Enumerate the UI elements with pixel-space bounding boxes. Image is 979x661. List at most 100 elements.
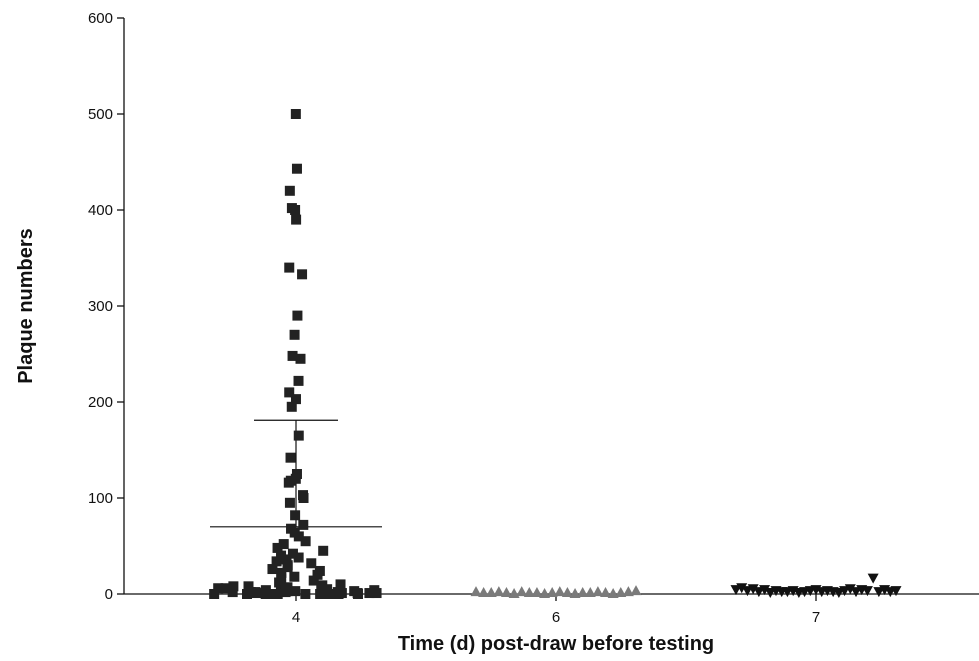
y-tick-label: 200	[88, 394, 113, 411]
data-point	[292, 310, 303, 321]
y-tick-label: 300	[88, 298, 113, 315]
data-point	[271, 556, 282, 567]
data-point	[300, 589, 311, 599]
data-point	[283, 477, 294, 488]
data-point	[298, 493, 309, 503]
x-tick-label: 6	[552, 609, 560, 626]
data-point	[577, 587, 589, 598]
data-point	[759, 585, 771, 596]
data-point	[285, 452, 296, 463]
data-point	[335, 579, 346, 590]
data-point	[280, 587, 291, 598]
x-tick-label: 7	[812, 609, 820, 626]
y-tick-label: 0	[105, 586, 113, 603]
data-point	[493, 586, 505, 597]
data-point	[289, 329, 300, 340]
data-point	[284, 185, 295, 196]
data-point	[272, 542, 283, 553]
data-point	[290, 109, 301, 119]
data-point	[287, 350, 298, 361]
data-point	[272, 589, 283, 599]
data-point	[284, 497, 295, 508]
data-point	[209, 589, 220, 599]
data-point	[293, 430, 304, 441]
data-point	[281, 554, 292, 565]
data-point	[554, 586, 566, 597]
data-point	[284, 262, 295, 273]
data-point	[861, 586, 873, 597]
y-tick-label: 600	[88, 10, 113, 27]
data-point	[266, 589, 277, 599]
data-point	[306, 558, 317, 569]
data-point	[322, 589, 333, 599]
data-point	[286, 401, 297, 412]
data-points	[209, 109, 902, 599]
data-point	[352, 589, 363, 599]
data-point	[531, 587, 543, 598]
data-point	[523, 587, 535, 598]
y-tick-label: 500	[88, 106, 113, 123]
data-point	[569, 588, 581, 598]
data-point	[890, 586, 902, 597]
data-point	[539, 588, 551, 598]
data-point	[592, 586, 604, 597]
data-point	[630, 585, 642, 596]
data-point	[276, 550, 287, 561]
x-ticks: 4 6 7	[292, 594, 820, 626]
data-point	[364, 588, 375, 599]
data-point	[290, 205, 301, 215]
data-point	[293, 375, 304, 386]
data-point	[312, 569, 323, 580]
data-point	[290, 510, 301, 521]
data-point	[220, 583, 231, 594]
data-point	[622, 586, 634, 597]
data-point	[297, 269, 308, 280]
y-tick-label: 100	[88, 490, 113, 507]
data-point	[500, 587, 512, 598]
data-point	[295, 353, 306, 364]
data-point	[287, 548, 298, 559]
data-point	[227, 587, 238, 598]
data-point	[213, 583, 224, 594]
data-point	[561, 587, 573, 598]
data-point	[289, 571, 300, 582]
data-point	[736, 583, 748, 594]
data-point	[298, 519, 309, 530]
y-axis-title: Plaque numbers	[15, 228, 37, 384]
data-point	[300, 536, 311, 547]
data-point	[607, 588, 619, 598]
x-axis-title: Time (d) post-draw before testing	[398, 633, 714, 655]
data-point	[584, 587, 596, 598]
y-ticks: 0 100 200 300 400 500 600	[88, 10, 124, 603]
data-point	[308, 575, 319, 586]
data-point	[228, 581, 239, 592]
data-point	[478, 587, 490, 598]
data-point	[278, 539, 289, 550]
data-point	[242, 589, 253, 599]
data-point	[318, 545, 329, 556]
data-point	[293, 552, 304, 563]
data-point	[331, 589, 342, 599]
data-point	[260, 589, 271, 599]
data-point	[747, 584, 759, 595]
data-point	[291, 163, 302, 174]
data-point	[243, 581, 254, 592]
data-point	[293, 531, 304, 542]
y-tick-label: 400	[88, 202, 113, 219]
data-point	[615, 587, 627, 598]
x-tick-label: 4	[292, 609, 300, 626]
data-point	[274, 577, 285, 588]
data-point	[267, 564, 278, 575]
data-point	[290, 586, 301, 597]
data-point	[516, 586, 528, 597]
data-point	[290, 394, 301, 405]
data-point	[600, 587, 612, 598]
data-point	[282, 562, 293, 573]
data-point	[251, 588, 262, 599]
data-point	[470, 586, 482, 597]
data-point	[844, 584, 856, 595]
data-point	[546, 587, 558, 598]
data-point	[485, 587, 497, 598]
data-point	[371, 588, 382, 599]
